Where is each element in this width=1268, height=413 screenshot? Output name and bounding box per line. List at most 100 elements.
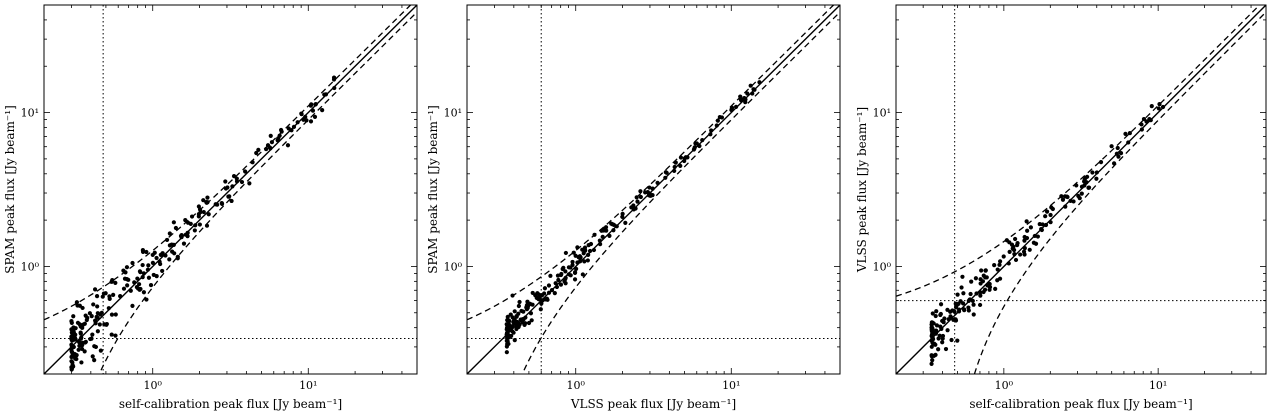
data-point bbox=[1160, 104, 1166, 110]
data-point bbox=[130, 260, 135, 266]
data-point bbox=[71, 314, 76, 319]
data-point bbox=[1028, 225, 1033, 230]
data-point bbox=[958, 299, 963, 304]
data-point bbox=[600, 234, 605, 239]
data-point bbox=[1007, 240, 1012, 245]
y-tick-label: 10⁰ bbox=[873, 260, 892, 273]
data-point bbox=[548, 273, 553, 278]
data-point bbox=[1007, 249, 1012, 254]
data-point bbox=[663, 175, 668, 180]
data-point bbox=[113, 312, 118, 317]
data-point bbox=[1060, 197, 1066, 202]
data-point bbox=[607, 233, 612, 238]
data-point bbox=[929, 325, 934, 330]
data-point bbox=[118, 294, 123, 299]
data-point bbox=[983, 268, 988, 273]
plot-frame bbox=[895, 4, 1267, 375]
data-point bbox=[243, 169, 248, 174]
data-point bbox=[76, 347, 81, 352]
y-axis-label: SPAM peak flux [Jy beam⁻¹] bbox=[426, 105, 440, 274]
data-point bbox=[1086, 185, 1091, 190]
x-tick-label: 10⁰ bbox=[995, 379, 1014, 392]
data-point bbox=[93, 321, 98, 326]
data-point bbox=[219, 201, 224, 206]
data-point bbox=[1063, 204, 1068, 209]
data-point bbox=[1011, 244, 1016, 249]
data-point bbox=[268, 133, 273, 138]
data-point bbox=[576, 255, 581, 260]
data-point bbox=[1021, 249, 1027, 254]
data-point bbox=[70, 350, 75, 355]
data-point bbox=[629, 205, 634, 210]
data-point bbox=[1156, 106, 1161, 111]
data-point bbox=[1006, 261, 1011, 266]
data-point bbox=[978, 290, 983, 295]
data-point bbox=[995, 267, 1000, 272]
data-point bbox=[543, 297, 548, 302]
data-point bbox=[1079, 184, 1085, 189]
data-point bbox=[163, 253, 168, 258]
data-point bbox=[528, 311, 534, 316]
data-point bbox=[183, 218, 188, 223]
data-point bbox=[717, 114, 722, 120]
data-point bbox=[278, 127, 284, 133]
plot-area bbox=[467, 5, 840, 374]
data-point bbox=[146, 275, 152, 280]
data-point bbox=[137, 287, 142, 292]
data-point bbox=[197, 222, 202, 227]
data-point bbox=[930, 358, 935, 363]
data-point bbox=[745, 91, 750, 96]
data-point bbox=[73, 356, 78, 361]
data-point bbox=[171, 242, 176, 247]
lower-envelope-line bbox=[521, 11, 840, 374]
data-point bbox=[987, 287, 992, 292]
data-point bbox=[570, 259, 575, 265]
data-point bbox=[950, 308, 955, 313]
data-point bbox=[1044, 209, 1050, 214]
data-point bbox=[980, 279, 986, 284]
data-point bbox=[78, 324, 83, 329]
data-point bbox=[140, 249, 146, 255]
data-point bbox=[291, 124, 297, 129]
data-point bbox=[111, 292, 116, 297]
data-point bbox=[204, 200, 209, 205]
data-point bbox=[987, 281, 992, 287]
data-point bbox=[1098, 159, 1104, 165]
data-point bbox=[189, 214, 195, 219]
data-point bbox=[504, 325, 510, 330]
data-point bbox=[953, 318, 959, 323]
data-point bbox=[1012, 252, 1017, 257]
data-point bbox=[124, 265, 130, 270]
data-point bbox=[1090, 170, 1095, 175]
data-point bbox=[92, 287, 98, 292]
y-tick-label: 10¹ bbox=[444, 107, 462, 120]
data-point bbox=[933, 352, 938, 357]
data-point bbox=[519, 308, 524, 314]
data-point bbox=[265, 143, 271, 148]
data-point bbox=[122, 276, 128, 281]
data-point bbox=[1033, 241, 1039, 246]
plot-frame bbox=[43, 4, 418, 375]
data-point bbox=[620, 211, 625, 216]
data-point bbox=[113, 280, 118, 285]
data-point bbox=[697, 143, 702, 149]
data-point bbox=[521, 317, 526, 322]
data-point bbox=[175, 256, 180, 261]
data-point bbox=[84, 317, 89, 323]
lower-envelope-line bbox=[98, 11, 417, 374]
data-point bbox=[104, 322, 109, 327]
data-point bbox=[135, 276, 140, 281]
data-point bbox=[1015, 242, 1020, 248]
data-point bbox=[558, 272, 564, 278]
data-point bbox=[504, 350, 509, 355]
data-point bbox=[983, 275, 988, 280]
data-point bbox=[89, 336, 94, 341]
data-point bbox=[72, 387, 76, 391]
data-point bbox=[1048, 220, 1053, 225]
data-point bbox=[1094, 170, 1099, 175]
data-point bbox=[643, 190, 648, 195]
data-point bbox=[269, 140, 275, 145]
data-point bbox=[201, 198, 206, 203]
plot-frame bbox=[466, 4, 841, 375]
data-point bbox=[192, 228, 197, 233]
